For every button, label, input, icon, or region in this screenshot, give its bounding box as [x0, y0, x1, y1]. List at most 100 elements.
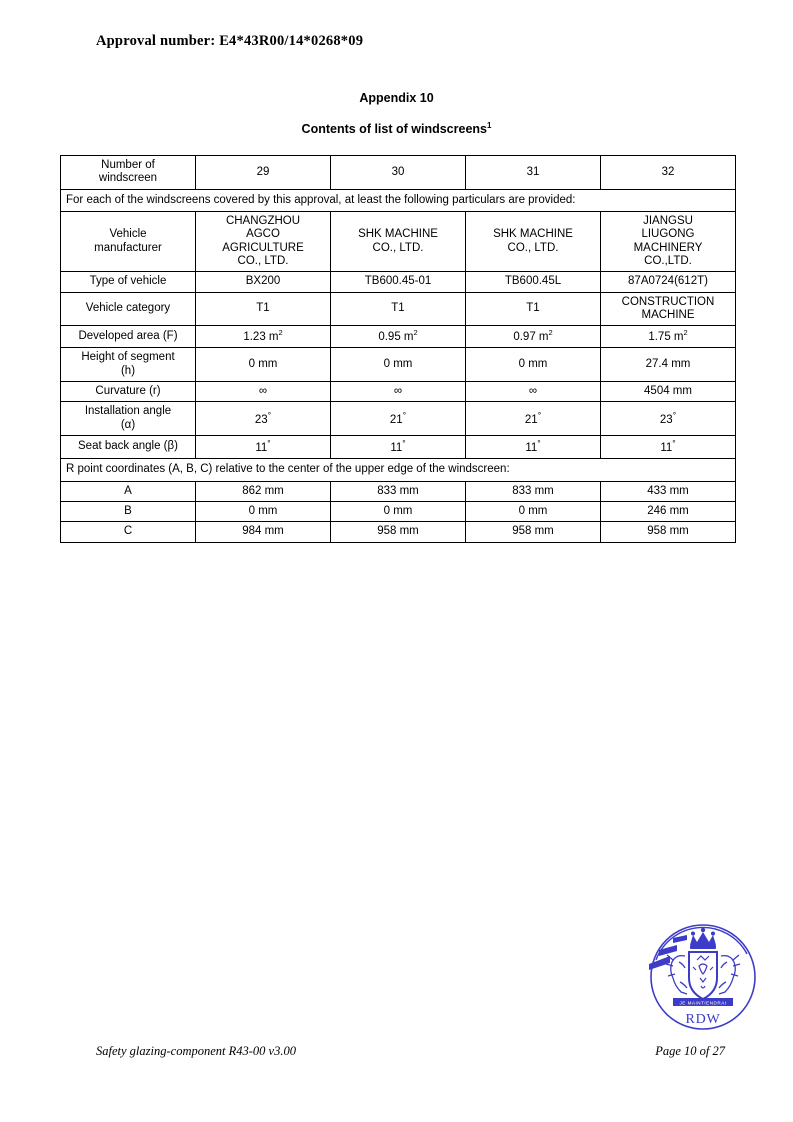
cell-vehicle-category-1: T1 [195, 291, 331, 327]
motto-ribbon: JE MAINTIENDRAI [673, 998, 733, 1006]
note-rpoint: R point coordinates (A, B, C) relative t… [60, 458, 736, 482]
table-row-type-of-vehicle: Type of vehicle BX200 TB600.45-01 TB600.… [60, 271, 736, 293]
cell-installation-angle-2: 21° [330, 401, 466, 437]
cell-coord-b-4: 246 mm [600, 500, 736, 523]
degree-symbol: ° [537, 438, 541, 449]
footer-document-name: Safety glazing-component R43-00 v3.00 [96, 1044, 296, 1058]
cell-seat-back-angle-3: 11° [465, 435, 601, 460]
cell-manufacturer-2: SHK MACHINE CO., LTD. [330, 210, 466, 273]
cell-coord-a-4: 433 mm [600, 480, 736, 502]
cell-manufacturer-4: JIANGSU LIUGONG MACHINERY CO.,LTD. [600, 210, 736, 273]
superscript-two: 2 [413, 328, 418, 338]
superscript-two: 2 [548, 328, 553, 338]
row-label-installation-angle: Installation angle (α) [60, 401, 196, 437]
cell-type-of-vehicle-1: BX200 [195, 271, 331, 293]
stamp-swoosh [649, 935, 687, 970]
row-label-coord-c: C [60, 521, 196, 543]
cell-coord-a-3: 833 mm [465, 480, 601, 502]
cell-type-of-vehicle-3: TB600.45L [465, 271, 601, 293]
table-row-seat-back-angle: Seat back angle (β) 11° 11° 11° 11° [60, 435, 736, 460]
contents-footnote-marker: 1 [486, 121, 492, 130]
stamp-motto-text: JE MAINTIENDRAI [679, 1000, 726, 1005]
row-label-seat-back-angle: Seat back angle (β) [60, 435, 196, 460]
approval-number-value: E4*43R00/14*0268*09 [219, 33, 364, 49]
cell-height-of-segment-3: 0 mm [465, 347, 601, 383]
cell-coord-c-3: 958 mm [465, 521, 601, 543]
cell-coord-c-1: 984 mm [195, 521, 331, 543]
cell-type-of-vehicle-2: TB600.45-01 [330, 271, 466, 293]
row-label-number-of-windscreen: Number of windscreen [60, 155, 196, 190]
cell-windscreen-number-2: 30 [330, 155, 466, 190]
cell-developed-area-2: 0.95 m2 [330, 325, 466, 349]
cell-height-of-segment-4: 27.4 mm [600, 347, 736, 383]
table-row-curvature: Curvature (r) ∞ ∞ ∞ 4504 mm [60, 381, 736, 403]
cell-seat-back-angle-1: 11° [195, 435, 331, 460]
cell-curvature-1: ∞ [195, 381, 331, 403]
cell-curvature-4: 4504 mm [600, 381, 736, 403]
approval-number-line: Approval number: E4*43R00/14*0268*09 [96, 33, 363, 50]
cell-seat-back-angle-4: 11° [600, 435, 736, 460]
cell-height-of-segment-2: 0 mm [330, 347, 466, 383]
cell-coord-c-2: 958 mm [330, 521, 466, 543]
cell-curvature-2: ∞ [330, 381, 466, 403]
row-label-developed-area: Developed area (F) [60, 325, 196, 349]
row-label-type-of-vehicle: Type of vehicle [60, 271, 196, 293]
cell-windscreen-number-3: 31 [465, 155, 601, 190]
cell-coord-a-1: 862 mm [195, 480, 331, 502]
cell-windscreen-number-1: 29 [195, 155, 331, 190]
cell-coord-b-2: 0 mm [330, 500, 466, 523]
degree-symbol: ° [402, 409, 407, 420]
cell-seat-back-angle-2: 11° [330, 435, 466, 460]
table-row-installation-angle: Installation angle (α) 23° 21° 21° 23° [60, 401, 736, 437]
page-footer: Safety glazing-component R43-00 v3.00 Pa… [96, 1044, 725, 1059]
degree-symbol: ° [267, 409, 272, 420]
degree-symbol: ° [672, 438, 676, 449]
contents-title: Contents of list of windscreens1 [0, 121, 793, 136]
cell-developed-area-4: 1.75 m2 [600, 325, 736, 349]
table-row-vehicle-category: Vehicle category T1 T1 T1 CONSTRUCTION M… [60, 291, 736, 327]
rdw-stamp: JE MAINTIENDRAI RDW [643, 920, 763, 1035]
cell-type-of-vehicle-4: 87A0724(612T) [600, 271, 736, 293]
cell-manufacturer-3: SHK MACHINE CO., LTD. [465, 210, 601, 273]
stamp-organisation-text: RDW [685, 1012, 720, 1027]
row-label-curvature: Curvature (r) [60, 381, 196, 403]
cell-curvature-3: ∞ [465, 381, 601, 403]
row-label-vehicle-category: Vehicle category [60, 291, 196, 327]
note-particulars: For each of the windscreens covered by t… [60, 188, 736, 212]
cell-installation-angle-4: 23° [600, 401, 736, 437]
superscript-two: 2 [683, 328, 688, 338]
table-row-vehicle-manufacturer: Vehicle manufacturer CHANGZHOU AGCO AGRI… [60, 210, 736, 273]
row-label-coord-b: B [60, 500, 196, 523]
cell-vehicle-category-4: CONSTRUCTION MACHINE [600, 291, 736, 327]
table-row-coord-b: B 0 mm 0 mm 0 mm 246 mm [60, 500, 736, 523]
row-label-coord-a: A [60, 480, 196, 502]
degree-symbol: ° [537, 409, 542, 420]
cell-coord-a-2: 833 mm [330, 480, 466, 502]
contents-title-text: Contents of list of windscreens [301, 122, 487, 137]
cell-coord-b-3: 0 mm [465, 500, 601, 523]
cell-developed-area-3: 0.97 m2 [465, 325, 601, 349]
cell-installation-angle-1: 23° [195, 401, 331, 437]
appendix-title: Appendix 10 [359, 91, 434, 105]
table-row-rpoint-note: R point coordinates (A, B, C) relative t… [60, 458, 736, 482]
row-label-height-of-segment: Height of segment (h) [60, 347, 196, 383]
table-row-coord-c: C 984 mm 958 mm 958 mm 958 mm [60, 521, 736, 543]
shield-icon [688, 951, 718, 1001]
rdw-stamp-graphic: JE MAINTIENDRAI RDW [649, 924, 756, 1030]
cell-installation-angle-3: 21° [465, 401, 601, 437]
lion-supporters-icon [665, 954, 741, 995]
cell-developed-area-1: 1.23 m2 [195, 325, 331, 349]
approval-number-label: Approval number: [96, 33, 216, 49]
cell-coord-c-4: 958 mm [600, 521, 736, 543]
cell-windscreen-number-4: 32 [600, 155, 736, 190]
crown-icon [690, 927, 716, 949]
cell-coord-b-1: 0 mm [195, 500, 331, 523]
cell-vehicle-category-2: T1 [330, 291, 466, 327]
table-row-developed-area: Developed area (F) 1.23 m2 0.95 m2 0.97 … [60, 325, 736, 349]
cell-height-of-segment-1: 0 mm [195, 347, 331, 383]
superscript-two: 2 [278, 328, 283, 338]
table-row-particulars-note: For each of the windscreens covered by t… [60, 188, 736, 212]
footer-page-number: Page 10 of 27 [655, 1044, 725, 1058]
cell-manufacturer-1: CHANGZHOU AGCO AGRICULTURE CO., LTD. [195, 210, 331, 273]
